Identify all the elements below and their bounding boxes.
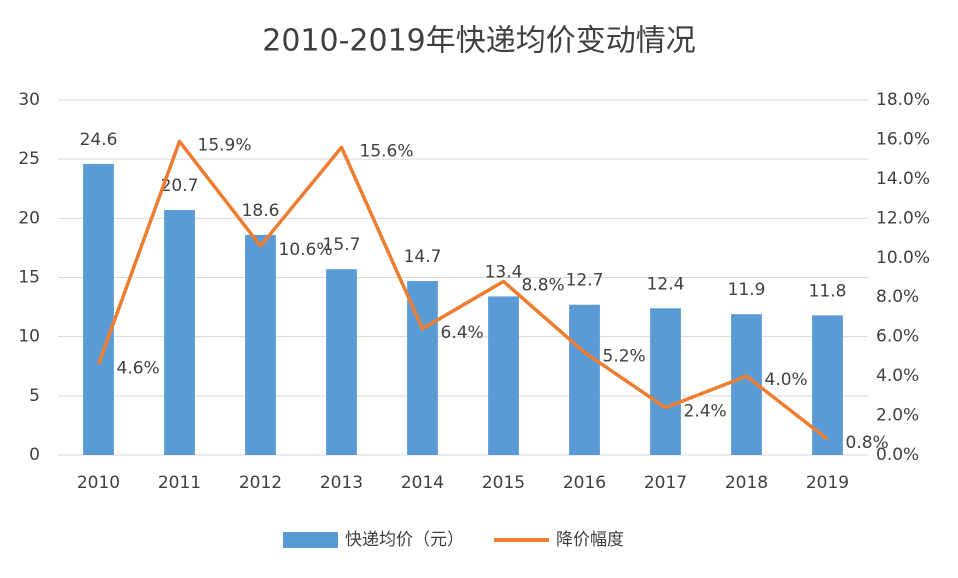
chart-title: 2010-2019年快递均价变动情况 (262, 24, 696, 59)
x-tick-label: 2014 (401, 473, 444, 493)
line-value-label: 4.6% (117, 358, 160, 378)
y2-tick-label: 10.0% (876, 248, 930, 268)
y2-tick-label: 18.0% (876, 90, 930, 110)
line-value-label: 15.9% (198, 135, 252, 155)
y-tick-label: 20 (18, 208, 40, 228)
bar (569, 304, 600, 455)
y2-tick-label: 8.0% (876, 287, 919, 307)
bar-value-label: 11.8 (809, 281, 847, 301)
line-value-label: 10.6% (279, 240, 333, 260)
x-tick-label: 2019 (806, 473, 849, 493)
x-tick-label: 2012 (239, 473, 282, 493)
x-tick-label: 2018 (725, 473, 768, 493)
x-tick-label: 2015 (482, 473, 525, 493)
y2-tick-label: 6.0% (876, 327, 919, 347)
y2-tick-label: 12.0% (876, 208, 930, 228)
bar-value-label: 12.4 (647, 274, 685, 294)
bar-value-label: 12.7 (566, 271, 604, 291)
y-tick-label: 30 (18, 90, 40, 110)
bar-value-label: 13.4 (485, 262, 523, 282)
bar-value-label: 15.7 (323, 235, 361, 255)
y-tick-label: 5 (29, 386, 40, 406)
bar (164, 210, 195, 455)
x-tick-label: 2013 (320, 473, 363, 493)
bar (245, 234, 276, 455)
bar-value-label: 24.6 (80, 130, 118, 150)
bar (326, 269, 357, 455)
y2-tick-label: 16.0% (876, 129, 930, 149)
line-value-label: 0.8% (846, 433, 889, 453)
y-tick-label: 10 (18, 327, 40, 347)
y2-tick-label: 4.0% (876, 366, 919, 386)
x-tick-label: 2016 (563, 473, 606, 493)
line-value-label: 15.6% (360, 141, 414, 161)
y2-tick-label: 0.0% (876, 445, 919, 465)
line-value-label: 8.8% (522, 275, 565, 295)
bar (812, 315, 843, 455)
x-tick-label: 2011 (158, 473, 201, 493)
legend-label: 快递均价（元） (345, 530, 464, 550)
legend-label: 降价幅度 (556, 530, 624, 550)
x-tick-label: 2010 (77, 473, 120, 493)
y2-tick-label: 2.0% (876, 406, 919, 426)
line-value-label: 6.4% (441, 323, 484, 343)
y2-tick-label: 14.0% (876, 169, 930, 189)
bar-value-label: 11.9 (728, 280, 766, 300)
x-tick-label: 2017 (644, 473, 687, 493)
y-tick-label: 15 (18, 268, 40, 288)
bar (650, 308, 681, 455)
y-tick-label: 0 (29, 445, 40, 465)
bar-value-label: 20.7 (161, 176, 199, 196)
bar (488, 296, 519, 455)
line (96, 139, 829, 441)
y-tick-label: 25 (18, 149, 40, 169)
bar-value-label: 14.7 (404, 247, 442, 267)
bar-value-label: 18.6 (242, 201, 280, 221)
line-value-label: 2.4% (684, 402, 727, 422)
legend-swatch (283, 532, 338, 548)
bar (83, 163, 114, 455)
line-value-label: 5.2% (603, 346, 646, 366)
line-value-label: 4.0% (765, 370, 808, 390)
